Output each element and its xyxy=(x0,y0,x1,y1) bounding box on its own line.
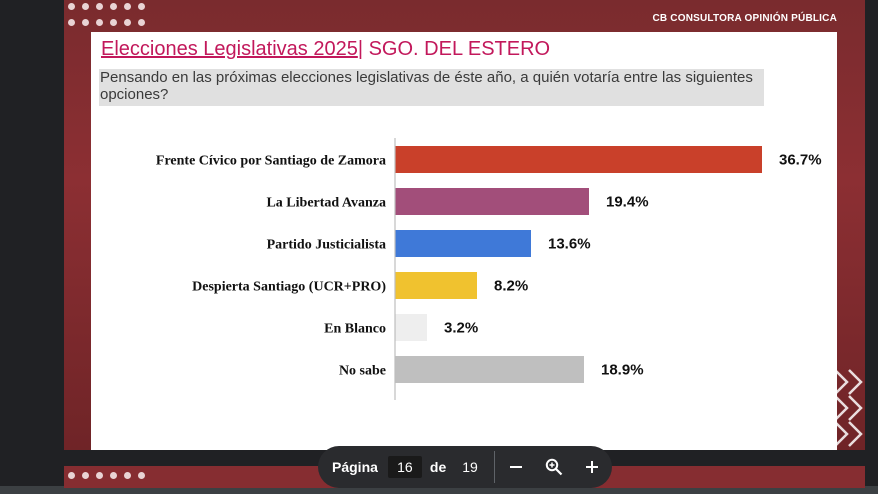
pager-divider xyxy=(493,451,495,483)
value-label-4: 3.2% xyxy=(444,320,478,337)
page-navigation-bar: Página 16 de 19 xyxy=(318,446,612,488)
title-separator: | xyxy=(357,38,364,60)
category-label-2: Partido Justicialista xyxy=(267,238,386,253)
magnifier-icon xyxy=(545,458,563,476)
plus-icon xyxy=(585,461,598,473)
category-label-3: Despierta Santiago (UCR+PRO) xyxy=(192,280,386,295)
page-of-label: de xyxy=(429,459,447,475)
bar-0 xyxy=(395,146,762,173)
minus-icon xyxy=(509,466,522,468)
value-label-0: 36.7% xyxy=(779,152,822,169)
bar-5 xyxy=(395,356,584,383)
zoom-out-button[interactable] xyxy=(499,450,533,484)
bar-1 xyxy=(395,188,589,215)
page-label: Página xyxy=(332,459,378,475)
brand-label: CB CONSULTORA OPINIÓN PÚBLICA xyxy=(652,13,837,24)
fit-zoom-button[interactable] xyxy=(537,450,571,484)
title-main: Elecciones Legislativas 2025 xyxy=(101,38,358,60)
category-label-0: Frente Cívico por Santiago de Zamora xyxy=(156,154,386,169)
survey-question: Pensando en las próximas elecciones legi… xyxy=(99,69,764,106)
page-number-input[interactable]: 16 xyxy=(387,456,422,478)
title-sub: SGO. DEL ESTERO xyxy=(363,38,551,60)
page-total: 19 xyxy=(462,459,478,475)
bar-2 xyxy=(395,230,531,257)
zoom-in-button[interactable] xyxy=(575,450,609,484)
bar-4 xyxy=(395,314,427,341)
viewer-background-left xyxy=(0,0,64,494)
bar-3 xyxy=(395,272,477,299)
value-label-2: 13.6% xyxy=(548,236,591,253)
slide-title: Elecciones Legislativas 2025| SGO. DEL E… xyxy=(101,38,550,61)
decorative-chevrons-icon xyxy=(820,369,863,447)
category-label-5: No sabe xyxy=(339,364,386,379)
vote-intention-bar-chart: Frente Cívico por Santiago de Zamora 36.7… xyxy=(156,138,822,400)
category-label-4: En Blanco xyxy=(324,322,386,337)
value-label-3: 8.2% xyxy=(494,278,528,295)
decorative-dots xyxy=(68,3,152,26)
viewer-bottom-bar xyxy=(0,486,878,494)
decorative-dots-next xyxy=(68,472,152,479)
slide-page: CB CONSULTORA OPINIÓN PÚBLICA Elecciones… xyxy=(64,0,865,450)
slide-content-card: Elecciones Legislativas 2025| SGO. DEL E… xyxy=(91,32,837,450)
value-label-5: 18.9% xyxy=(601,362,644,379)
category-label-1: La Libertad Avanza xyxy=(266,196,386,211)
viewer-background-right xyxy=(865,0,878,494)
value-label-1: 19.4% xyxy=(606,194,649,211)
